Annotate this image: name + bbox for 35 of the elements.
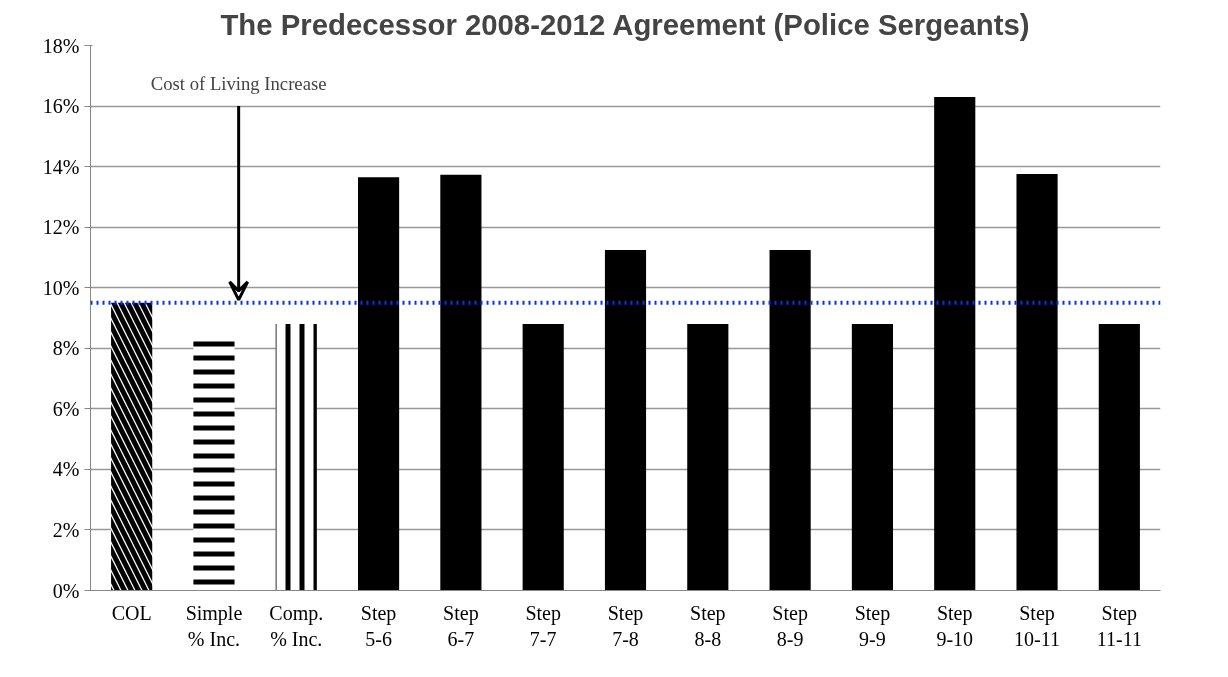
bar [934,96,976,591]
bar [440,174,482,591]
y-tick-label: 4% [52,458,80,481]
x-tick-label: Step 7-8 [607,601,644,650]
y-tick-label: 8% [52,337,80,360]
bar [522,324,564,591]
x-tick-label: Step 6-7 [443,601,479,650]
y-tick-label: 10% [42,276,80,299]
bar [358,177,400,591]
y-tick-label: 18% [42,34,80,57]
bar [604,249,647,591]
y-tick-label: 14% [42,155,80,178]
x-tick-label: Step 5-6 [360,601,397,650]
annotation: Cost of Living Increase [150,72,327,94]
x-tick-label: Step 9-10 [936,601,974,650]
x-tick-label: Simple % Inc. [185,601,243,650]
x-tick-label: Step 9-9 [854,601,891,650]
x-tick-label: Step 8-9 [772,601,808,650]
y-tick-label: 2% [52,518,80,541]
x-tick-label: Step 10-11 [1014,601,1060,650]
y-tick-label: 12% [42,216,80,239]
x-tick-label: Step 8-8 [690,601,726,650]
bar [1098,324,1140,591]
x-tick-label: Comp. % Inc. [269,601,324,650]
y-tick-label: 6% [52,397,80,420]
bar [769,249,811,591]
x-tick-label: COL [111,601,152,624]
y-tick-label: 0% [52,579,80,602]
chart-title: The Predecessor 2008-2012 Agreement (Police Sergeants) [220,7,1030,41]
x-tick-label: Step 7-7 [525,601,561,650]
bar [1016,173,1058,591]
bar [851,324,893,591]
bar [687,324,729,591]
y-tick-label: 16% [42,95,80,118]
x-tick-label: Step 11-11 [1096,601,1142,650]
